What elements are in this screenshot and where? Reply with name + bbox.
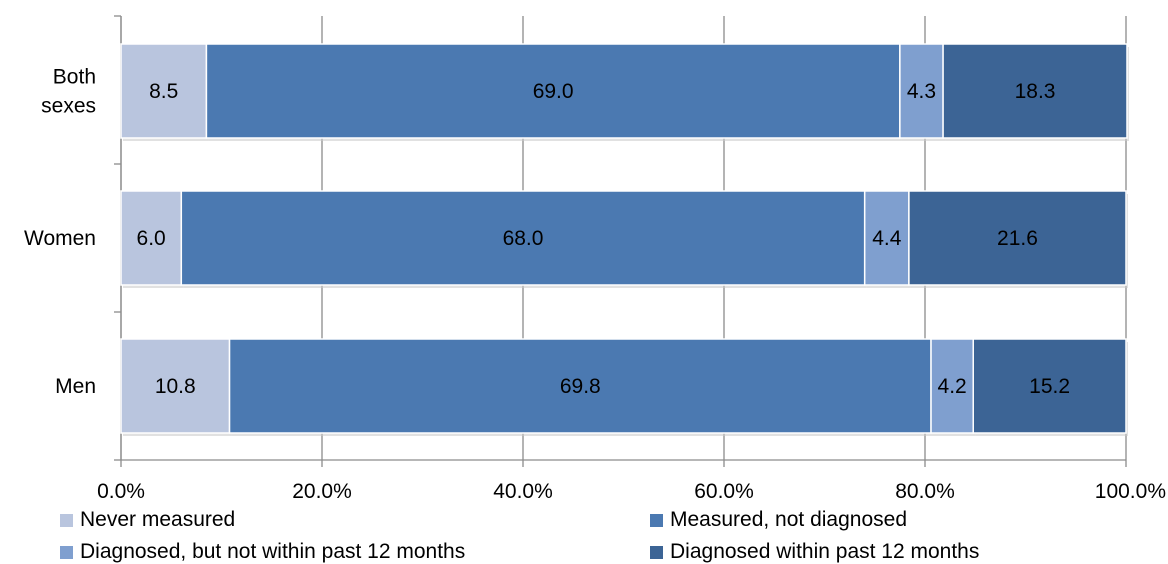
bar-segment	[863, 190, 910, 286]
x-tick-label: 20.0%	[292, 480, 352, 503]
data-label: 69.8	[560, 375, 601, 398]
data-label: 68.0	[503, 227, 544, 250]
data-label: 69.0	[533, 80, 574, 103]
y-tick-label: Both	[53, 66, 96, 89]
x-tick-label: 100.0%	[1095, 480, 1166, 503]
bar-segment	[942, 43, 1128, 139]
x-tick-label: 40.0%	[493, 480, 553, 503]
data-label: 21.6	[997, 227, 1038, 250]
data-label: 15.2	[1029, 375, 1070, 398]
bar-segment	[120, 190, 183, 286]
bar-segment	[228, 338, 932, 434]
bar-segment	[899, 43, 944, 139]
y-tick-label: sexes	[41, 95, 96, 118]
data-label: 8.5	[149, 80, 178, 103]
bar-segment	[972, 338, 1127, 434]
x-tick-label: 0.0%	[97, 480, 145, 503]
bar-segment	[205, 43, 901, 139]
data-label: 6.0	[137, 227, 166, 250]
bar-segment	[930, 338, 974, 434]
data-label: 4.2	[938, 375, 967, 398]
y-tick-label: Men	[55, 375, 96, 398]
bar-segment	[120, 338, 231, 434]
x-tick-label: 60.0%	[694, 480, 754, 503]
data-label: 10.8	[155, 375, 196, 398]
x-tick-label: 80.0%	[895, 480, 955, 503]
data-label: 18.3	[1015, 80, 1056, 103]
data-label: 4.3	[907, 80, 936, 103]
y-tick-label: Women	[24, 227, 96, 250]
data-label: 4.4	[872, 227, 902, 250]
bar-segment	[908, 190, 1127, 286]
bar-segment	[180, 190, 866, 286]
